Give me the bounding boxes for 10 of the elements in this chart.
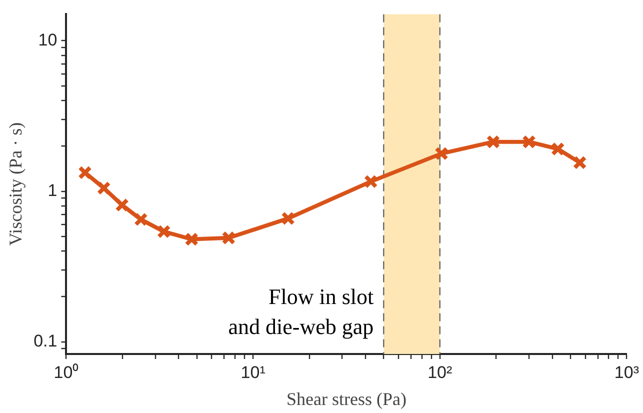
y-axis-title: Viscosity (Pa · s) [6, 122, 26, 246]
x-axis-title: Shear stress (Pa) [286, 388, 406, 409]
x-tick-label: 10³ [614, 362, 640, 382]
band-label: Flow in slot and die-web gap [228, 284, 374, 339]
y-tick-label: 1 [48, 180, 58, 200]
x-tick-label: 10² [428, 362, 453, 382]
x-tick-label: 10¹ [240, 362, 266, 382]
y-tick-label: 0.1 [34, 332, 58, 351]
x-tick-label: 10⁰ [54, 362, 79, 382]
y-tick-label: 10 [38, 30, 58, 50]
